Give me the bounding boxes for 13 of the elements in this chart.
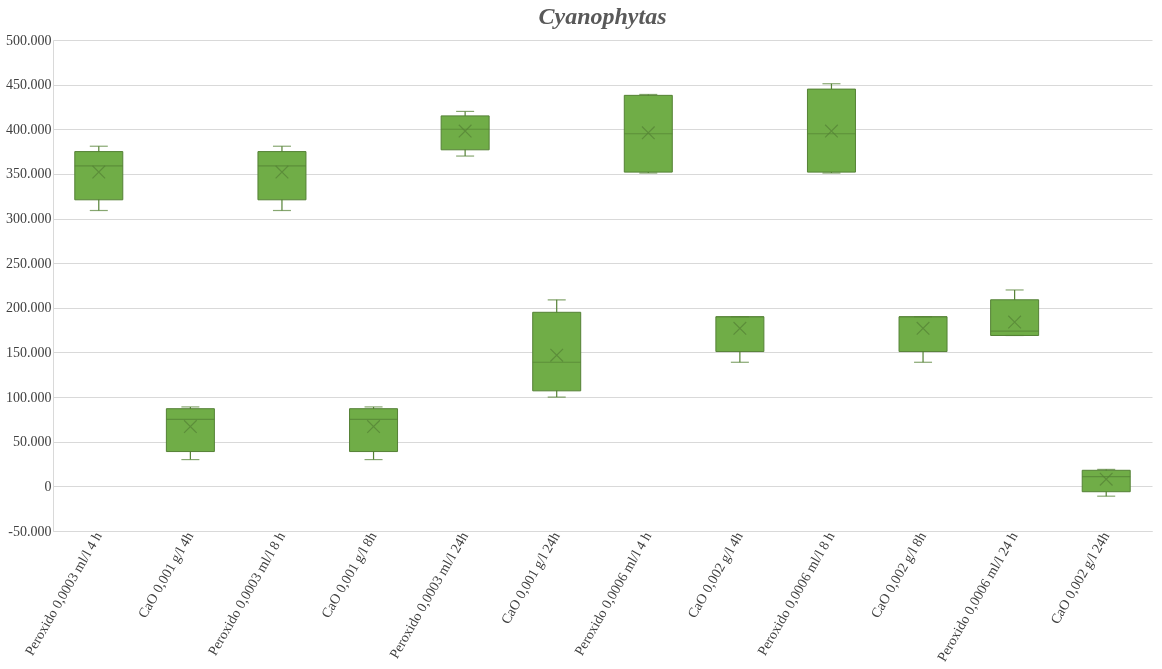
y-tick-label: 150.000 <box>6 344 52 360</box>
y-tick-label: -50.000 <box>8 523 52 539</box>
chart-title: Cyanophytas <box>538 3 667 29</box>
y-tick-label: 100.000 <box>6 389 52 405</box>
y-tick-label: 400.000 <box>6 121 52 137</box>
y-tick-label: 0 <box>44 478 52 494</box>
y-tick-label: 350.000 <box>6 166 52 182</box>
y-tick-label: 200.000 <box>6 300 52 316</box>
y-tick-label: 250.000 <box>6 255 52 271</box>
y-tick-label: 300.000 <box>6 211 52 227</box>
y-tick-label: 50.000 <box>13 434 52 450</box>
y-tick-label: 500.000 <box>6 32 52 48</box>
y-tick-label: 450.000 <box>6 77 52 93</box>
